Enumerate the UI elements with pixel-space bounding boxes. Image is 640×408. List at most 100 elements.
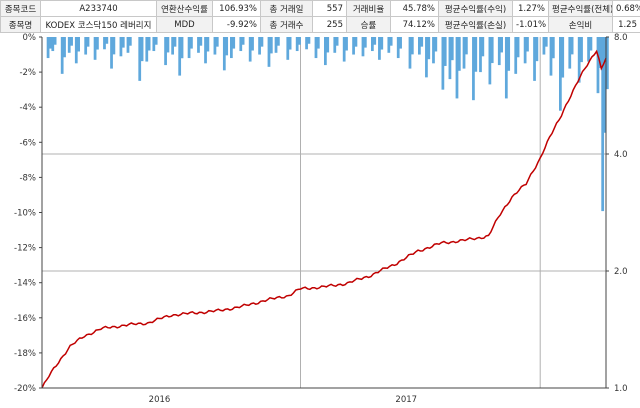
drawdown-bar <box>178 37 182 76</box>
drawdown-bar <box>345 37 348 51</box>
drawdown-bar <box>60 37 64 74</box>
drawdown-bar <box>570 37 574 55</box>
drawdown-bar <box>361 37 365 57</box>
left-tick-label: -8% <box>19 173 36 183</box>
equity-line-group <box>41 49 607 389</box>
drawdown-bar <box>112 37 116 55</box>
drawdown-bar <box>147 37 151 51</box>
stat-value: KODEX 코스닥150 레버리지 <box>40 16 157 33</box>
drawdown-bar <box>427 37 431 60</box>
drawdown-bar <box>199 37 203 46</box>
left-tick-label: -18% <box>14 349 36 359</box>
drawdown-bar <box>119 37 123 57</box>
stat-label: MDD <box>156 16 213 33</box>
drawdown-bar <box>286 37 290 60</box>
left-tick-label: -6% <box>19 138 36 148</box>
drawdown-bar <box>103 37 106 50</box>
drawdown-bar <box>241 37 245 45</box>
drawdown-bar <box>154 37 158 45</box>
drawdown-bar <box>425 37 428 78</box>
left-tick-label: -14% <box>14 279 36 289</box>
right-tick-label: 2.0 <box>614 267 628 277</box>
drawdown-bar <box>551 37 555 59</box>
drawdown-bar <box>601 37 605 212</box>
drawdown-bar <box>500 37 503 53</box>
drawdown-bar <box>267 37 271 67</box>
drawdown-bar <box>507 37 511 71</box>
drawdown-bar <box>516 37 520 58</box>
drawdown-bar <box>96 37 99 50</box>
drawdown-bar <box>105 37 109 44</box>
drawdown-bar <box>74 37 78 64</box>
drawdown-bar <box>67 37 71 53</box>
drawdown-bar <box>587 37 590 62</box>
drawdown-bar <box>260 37 264 47</box>
stat-value: 1.27% <box>512 0 549 17</box>
stat-value: 106.93% <box>212 0 261 17</box>
drawdown-bar <box>121 37 125 48</box>
drawdown-bar <box>277 37 280 46</box>
drawdown-bar <box>335 37 339 46</box>
drawdown-bar <box>535 37 539 62</box>
drawdown-bar <box>441 37 445 90</box>
drawdown-bar <box>399 37 402 49</box>
drawdown-bar <box>432 37 435 64</box>
stats-table: 종목코드 A233740 연환산수익률 106.93% 총 거래일 557 거래… <box>0 0 640 33</box>
drawdown-bar <box>606 37 609 90</box>
drawdown-bar <box>173 37 177 47</box>
drawdown-bar <box>363 37 367 48</box>
stat-value: 74.12% <box>390 16 439 33</box>
drawdown-bar <box>298 37 301 45</box>
drawdown-bar <box>561 37 565 78</box>
drawdown-bar <box>549 37 553 76</box>
axes <box>41 37 607 389</box>
drawdown-bar <box>84 37 88 55</box>
drawdown-bar <box>457 37 461 71</box>
drawdown-bar <box>314 37 318 59</box>
drawdown-bar <box>166 37 170 53</box>
x-tick-label: 2017 <box>395 395 417 405</box>
left-tick-label: -10% <box>14 209 36 219</box>
drawdown-bar <box>152 37 156 52</box>
drawdown-bar <box>222 37 226 71</box>
left-tick-label: -20% <box>14 384 36 394</box>
drawdown-bar <box>474 37 478 72</box>
drawdown-bar <box>138 37 142 81</box>
gridlines <box>42 37 606 388</box>
drawdown-bar <box>333 37 337 53</box>
drawdown-bar <box>354 37 358 47</box>
stat-value: 0.68% <box>612 0 640 17</box>
left-tick-label: -12% <box>14 244 36 254</box>
drawdown-bar <box>187 37 191 59</box>
drawdown-bar <box>49 37 52 49</box>
drawdown-bar <box>373 37 377 45</box>
drawdown-bar <box>542 37 546 55</box>
right-axis-ticks: 1.0 2.0 4.0 8.0 <box>606 33 628 394</box>
right-tick-label: 4.0 <box>614 150 628 160</box>
drawdown-bar <box>504 37 508 99</box>
stat-label: 총 거래일 <box>260 0 313 17</box>
drawdown-area <box>46 37 609 212</box>
drawdown-bar <box>316 37 320 49</box>
stat-label: 종목코드 <box>0 0 41 17</box>
drawdown-bar <box>164 37 167 66</box>
drawdown-bar <box>523 37 527 64</box>
stat-label: 평균수익률(손실) <box>438 16 513 33</box>
drawdown-bar <box>248 37 252 62</box>
left-tick-label: -16% <box>14 314 36 324</box>
drawdown-bar <box>589 37 593 51</box>
drawdown-bar <box>93 37 97 60</box>
drawdown-bar <box>305 37 308 50</box>
drawdown-bar <box>288 37 292 50</box>
drawdown-bar <box>396 37 400 59</box>
drawdown-bar <box>128 37 132 46</box>
drawdown-bar <box>497 37 501 66</box>
drawdown-bar <box>190 37 193 49</box>
drawdown-bar <box>580 37 583 63</box>
drawdown-bar <box>598 37 602 68</box>
stat-value: 557 <box>312 0 347 17</box>
stat-value: A233740 <box>40 0 157 17</box>
drawdown-bar <box>324 37 327 66</box>
stat-label: 평균수익률(전체) <box>548 0 613 17</box>
stats-row: 종목명 KODEX 코스닥150 레버리지 MDD -9.92% 총 거래수 2… <box>0 16 640 33</box>
